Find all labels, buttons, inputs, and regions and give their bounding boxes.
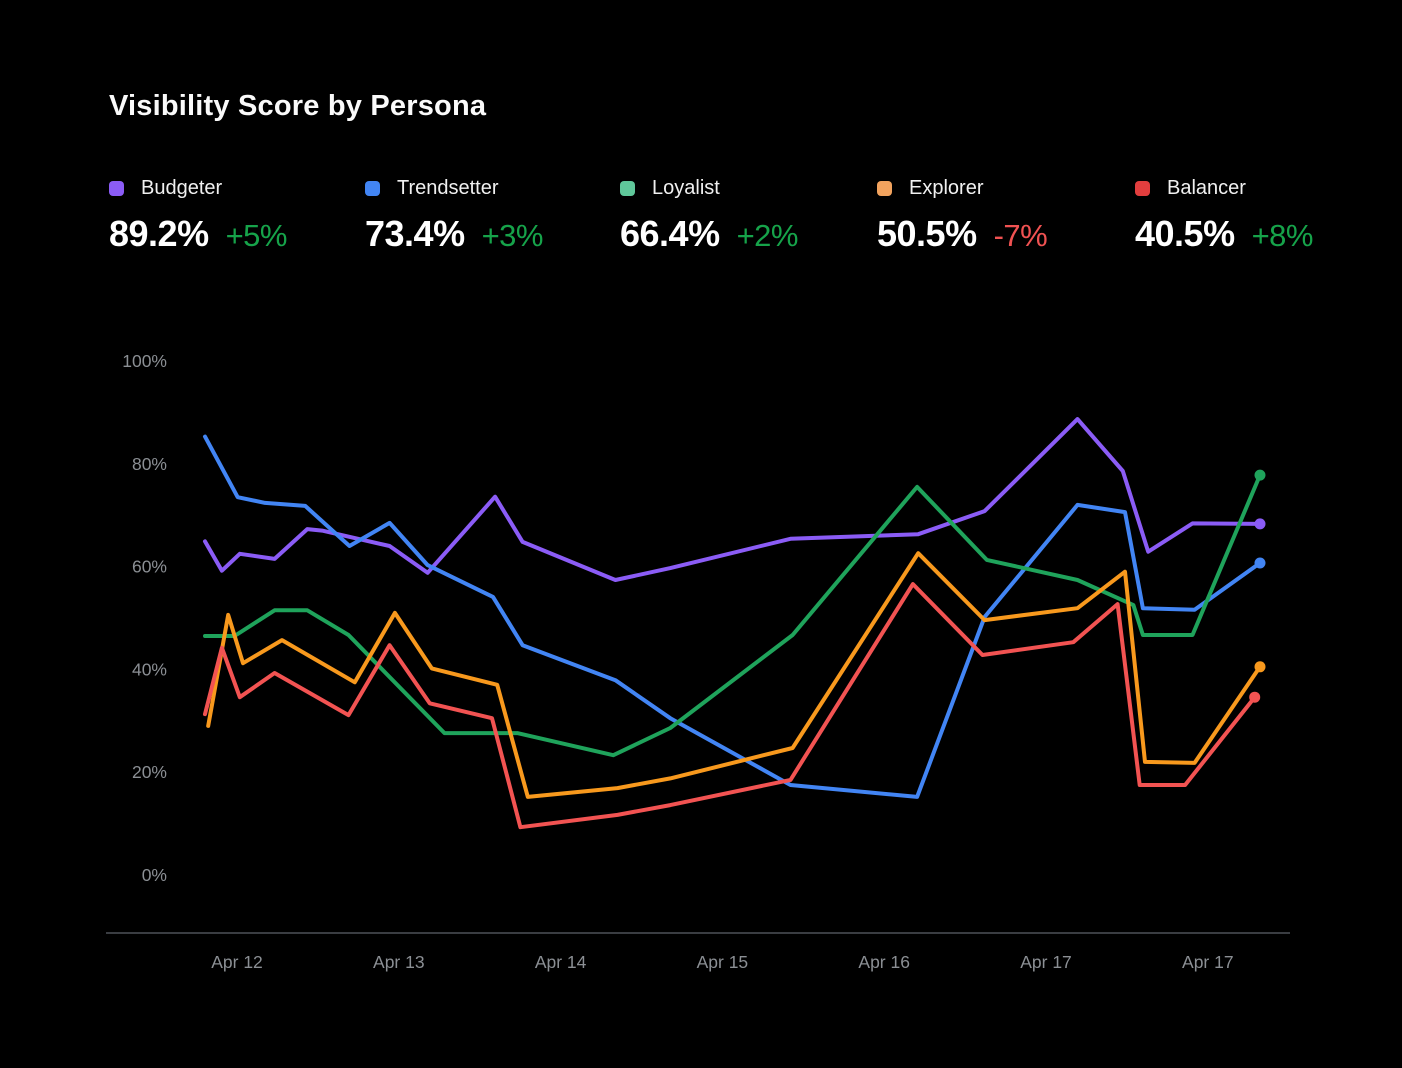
legend-item-loyalist[interactable]: Loyalist 66.4% +2% — [620, 176, 799, 255]
legend-head-budgeter: Budgeter — [109, 176, 287, 199]
series-endpoint-balancer — [1249, 691, 1261, 703]
legend-head-explorer: Explorer — [877, 176, 1047, 199]
series-delta-badge: +5% — [225, 218, 288, 253]
series-line-balancer — [203, 582, 1257, 830]
legend-item-budgeter[interactable]: Budgeter 89.2% +5% — [109, 176, 288, 255]
x-tick-label: Apr 17 — [1182, 952, 1234, 972]
y-tick-label: 20% — [132, 762, 167, 782]
series-values: 89.2% +5% — [109, 213, 288, 255]
series-values: 66.4% +2% — [620, 213, 799, 255]
series-label: Balancer — [1167, 176, 1246, 199]
series-label: Budgeter — [141, 176, 223, 199]
series-delta-badge: +3% — [481, 218, 544, 253]
series-swatch-icon — [365, 180, 380, 196]
series-line-trendsetter — [203, 434, 1262, 799]
y-tick-label: 0% — [142, 865, 167, 885]
series-current-value: 66.4% — [620, 213, 720, 254]
series-delta-badge: +2% — [736, 218, 799, 253]
series-current-value: 89.2% — [109, 213, 209, 254]
series-swatch-icon — [1135, 180, 1150, 196]
x-tick-label: Apr 14 — [535, 952, 587, 972]
x-tick-label: Apr 15 — [697, 952, 749, 972]
series-endpoint-budgeter — [1254, 518, 1266, 530]
series-endpoint-trendsetter — [1254, 557, 1266, 569]
series-current-value: 50.5% — [877, 213, 977, 254]
x-tick-label: Apr 12 — [211, 952, 263, 972]
series-endpoint-loyalist — [1254, 469, 1266, 481]
series-label: Trendsetter — [397, 176, 499, 199]
y-tick-label: 60% — [132, 557, 167, 577]
series-values: 73.4% +3% — [365, 213, 544, 255]
series-line-budgeter — [203, 417, 1262, 582]
series-line-loyalist — [203, 473, 1262, 758]
series-values: 50.5% -7% — [877, 213, 1048, 255]
series-values: 40.5% +8% — [1135, 213, 1314, 255]
x-tick-label: Apr 17 — [1020, 952, 1072, 972]
legend-item-explorer[interactable]: Explorer 50.5% -7% — [877, 176, 1048, 255]
series-endpoint-explorer — [1254, 661, 1266, 673]
y-tick-label: 100% — [122, 351, 167, 371]
series-swatch-icon — [109, 180, 124, 196]
x-tick-label: Apr 13 — [373, 952, 425, 972]
x-tick-label: Apr 16 — [858, 952, 910, 972]
y-tick-label: 80% — [132, 454, 167, 474]
series-current-value: 40.5% — [1135, 213, 1235, 254]
series-swatch-icon — [877, 180, 892, 196]
series-swatch-icon — [620, 180, 635, 196]
series-line-explorer — [206, 551, 1262, 799]
legend-item-balancer[interactable]: Balancer 40.5% +8% — [1135, 176, 1314, 255]
page-title: Visibility Score by Persona — [109, 90, 487, 122]
legend-head-trendsetter: Trendsetter — [365, 176, 543, 199]
series-delta-badge: -7% — [993, 218, 1048, 253]
series-delta-badge: +8% — [1251, 218, 1314, 253]
series-label: Explorer — [909, 176, 984, 199]
legend-head-balancer: Balancer — [1135, 176, 1313, 199]
legend-head-loyalist: Loyalist — [620, 176, 798, 199]
legend-item-trendsetter[interactable]: Trendsetter 73.4% +3% — [365, 176, 544, 255]
series-current-value: 73.4% — [365, 213, 465, 254]
y-tick-label: 40% — [132, 659, 167, 679]
series-label: Loyalist — [652, 176, 720, 199]
